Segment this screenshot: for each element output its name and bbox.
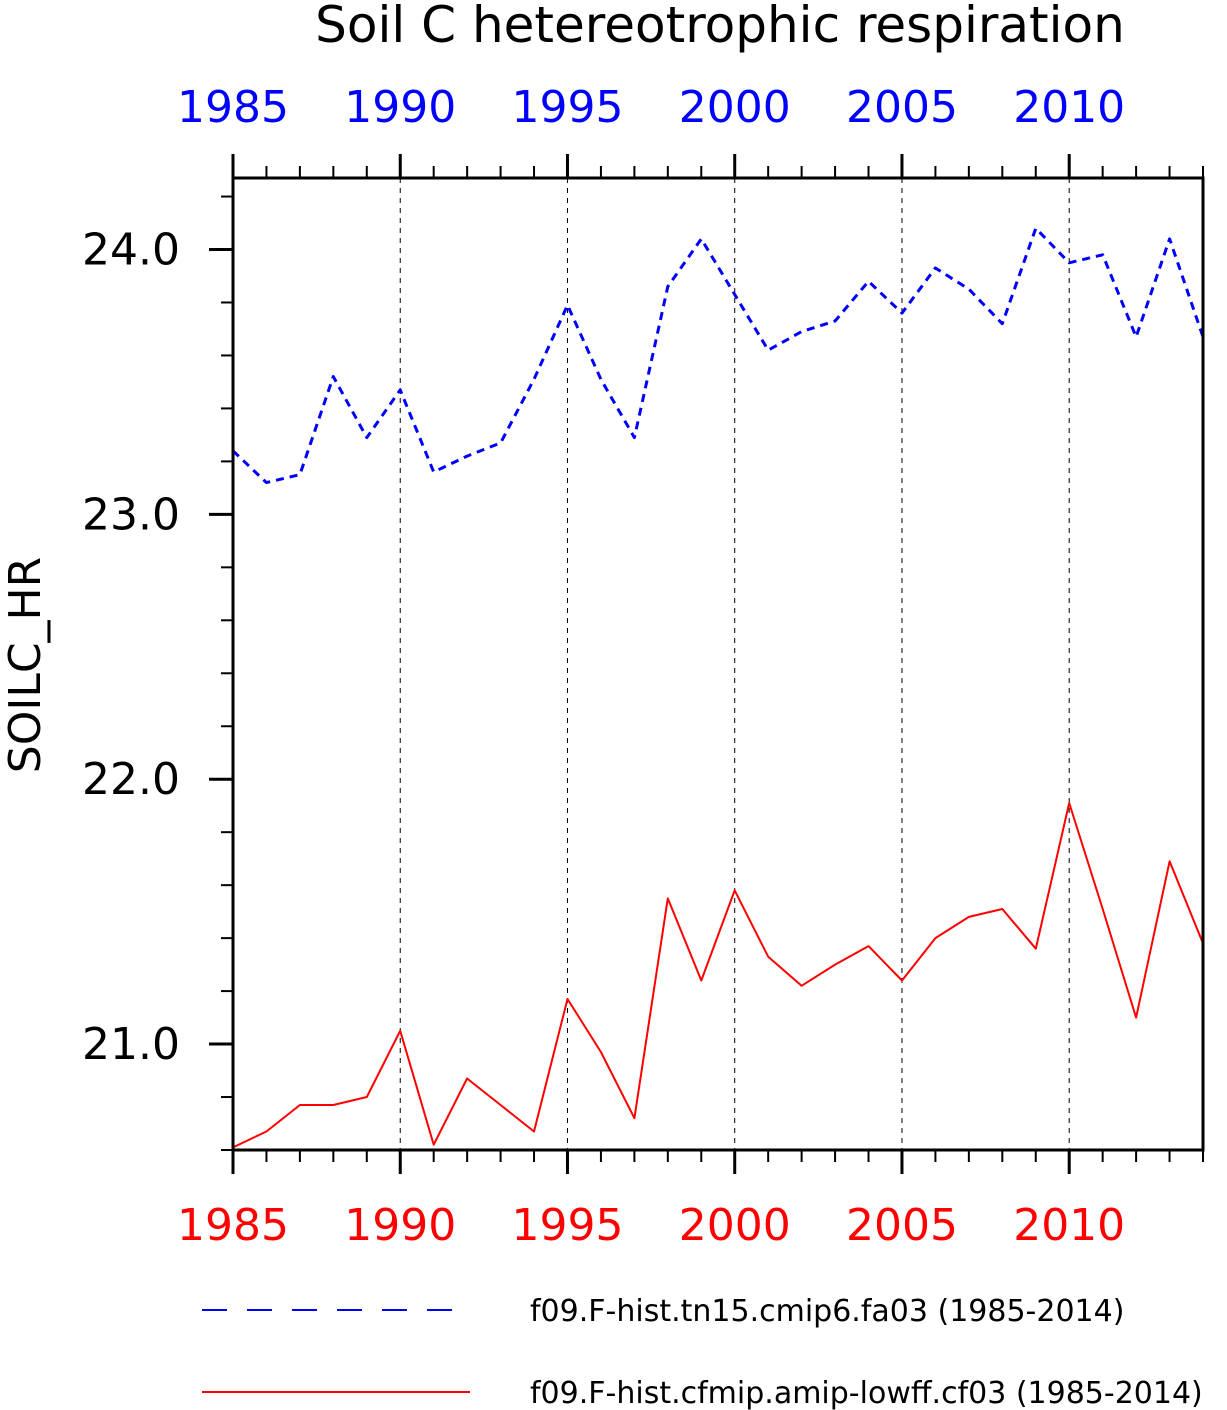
- legend-label-2: f09.F-hist.cfmip.amip-lowff.cf03 (1985-2…: [530, 1376, 1203, 1410]
- bottom-tick-label: 2010: [1013, 1200, 1125, 1251]
- y-tick-labels: 21.0 22.0 23.0 24.0: [82, 225, 180, 1071]
- top-tick-label: 1990: [344, 82, 456, 133]
- bottom-tick-label: 1985: [177, 1200, 289, 1251]
- bottom-tick-labels: 1985 1990 1995 2000 2005 2010: [177, 1200, 1125, 1251]
- y-tick-label: 21.0: [82, 1019, 180, 1070]
- top-tick-label: 1995: [511, 82, 623, 133]
- top-tick-label: 2010: [1013, 82, 1125, 133]
- top-tick-label: 2005: [846, 82, 958, 133]
- series-group: [231, 226, 1205, 1149]
- legend: f09.F-hist.tn15.cmip6.fa03 (1985-2014) f0…: [202, 1294, 1203, 1410]
- top-tick-label: 1985: [177, 82, 289, 133]
- bottom-tick-label: 1990: [344, 1200, 456, 1251]
- ticks: [209, 154, 1204, 1174]
- y-tick-label: 23.0: [82, 489, 180, 540]
- bottom-tick-label: 2000: [679, 1200, 791, 1251]
- top-tick-labels: 1985 1990 1995 2000 2005 2010: [177, 82, 1125, 133]
- gridlines: [399, 178, 1070, 1150]
- series-line-1: [231, 226, 1205, 485]
- series-line-2: [232, 802, 1204, 1149]
- bottom-tick-label: 2005: [846, 1200, 958, 1251]
- y-tick-label: 22.0: [82, 754, 180, 805]
- legend-label-1: f09.F-hist.tn15.cmip6.fa03 (1985-2014): [530, 1294, 1124, 1329]
- top-tick-label: 2000: [679, 82, 791, 133]
- chart-title: Soil C hetereotrophic respiration: [315, 0, 1125, 54]
- plot-frame: [231, 176, 1205, 1152]
- bottom-tick-label: 1995: [511, 1200, 623, 1251]
- y-tick-label: 24.0: [82, 225, 180, 276]
- y-axis-label: SOILC_HR: [0, 557, 51, 773]
